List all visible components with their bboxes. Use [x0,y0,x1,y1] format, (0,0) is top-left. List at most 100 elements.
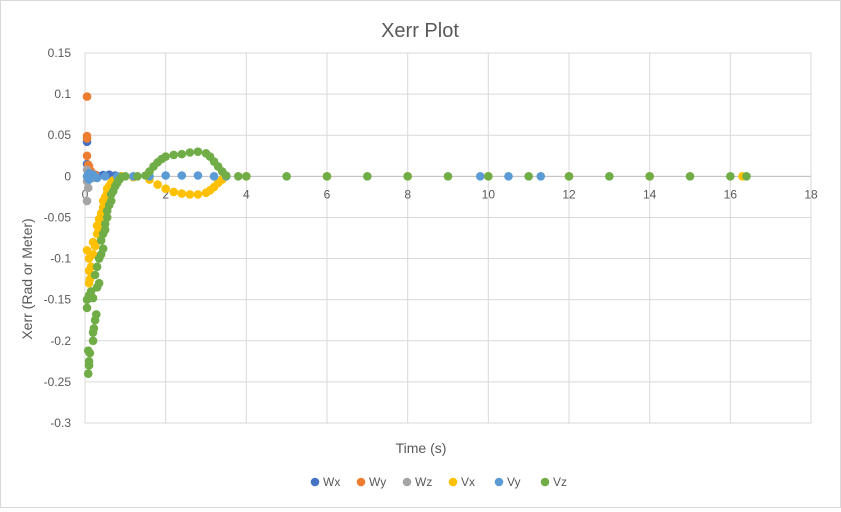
x-tick-label: 2 [162,187,169,201]
point-vz [169,150,179,160]
series-layer [82,92,751,378]
x-tick-label: 4 [243,187,250,201]
point-vz [100,219,110,229]
point-wy [82,134,92,143]
legend-marker-wz [402,477,412,487]
point-vx [153,180,162,189]
x-tick-label: 12 [562,187,576,201]
point-vz [88,293,98,303]
point-vz [86,287,96,296]
point-vz [177,149,187,159]
point-vx [90,241,100,251]
point-vz [242,172,251,181]
point-vz [82,303,92,313]
y-tick-label: -0.3 [50,416,71,430]
point-vz [85,348,95,358]
point-vz [98,244,108,253]
series-vz [82,147,751,378]
point-vz [84,357,94,366]
point-vz [443,172,453,181]
point-vz [193,147,203,156]
point-vx [86,262,96,272]
point-vz [233,172,243,181]
legend-marker-vy [494,477,504,487]
point-vz [90,270,100,280]
point-vz [605,172,614,181]
point-vz [363,172,372,181]
chart-title: Xerr Plot [381,20,459,42]
point-vz [403,172,412,181]
point-vz [91,310,101,319]
point-vx [185,190,195,199]
legend-label-vz: Vz [553,475,567,489]
y-axis-label: Xerr (Rad or Meter) [19,218,35,339]
point-vx [169,187,179,197]
y-tick-label: -0.15 [44,293,72,307]
legend-label-vx: Vx [461,475,475,489]
y-tick-label: -0.2 [50,334,71,348]
x-tick-label: 0 [82,187,89,201]
gridlines [84,52,812,424]
point-vy [100,172,110,181]
point-vz [121,172,130,181]
legend-label-wx: Wx [323,475,340,489]
point-wy [82,151,92,161]
y-tick-label: 0.15 [48,46,72,60]
y-tick-label: -0.05 [44,210,72,224]
legend-label-vy: Vy [507,475,521,489]
point-vy [504,172,513,181]
point-wz [83,183,93,193]
point-vx [84,278,94,288]
x-tick-label: 16 [724,187,738,201]
point-vz [645,172,654,181]
point-vy [92,173,102,183]
point-vy [193,171,203,180]
legend-label-wy: Wy [369,475,386,489]
point-vz [106,196,116,206]
point-vz [221,171,231,180]
point-vz [685,172,695,181]
point-vy [161,171,170,180]
point-wy [82,92,92,101]
point-vx [177,189,187,198]
legend-label-wz: Wz [415,475,432,489]
point-wz [82,196,92,206]
x-tick-label: 14 [643,187,657,201]
point-vz [102,213,112,222]
point-vz [96,236,106,245]
y-tick-label: -0.1 [50,252,71,266]
legend: Wx Wy Wz Vx Vy Vz [310,475,567,489]
point-vz [726,172,735,181]
point-vy [209,172,219,181]
point-vy [475,172,485,181]
point-vz [94,278,104,288]
x-tick-label: 10 [482,187,496,201]
point-vz [89,324,99,333]
legend-marker-vz [540,477,550,487]
point-vz [161,152,170,161]
point-vz [742,172,751,181]
y-tick-label: 0.05 [48,128,72,142]
axes: 0.15 0.1 0.05 0 -0.05 -0.1 -0.15 -0.2 -0.25 -0.3 0… [44,46,818,430]
y-tick-label: 0.1 [54,87,71,101]
x-tick-label: 8 [404,187,411,201]
point-vz [88,336,98,346]
legend-marker-vx [448,477,458,487]
point-vz [322,172,332,181]
point-vy [177,171,187,180]
point-vz [83,369,93,378]
point-vz [524,172,533,181]
point-vy [536,172,546,181]
point-vx [161,184,170,193]
point-vz [133,172,142,181]
point-vz [564,172,574,181]
x-tick-label: 6 [324,187,331,201]
point-vx [82,246,92,255]
y-tick-label: -0.25 [44,375,72,389]
legend-marker-wx [310,477,320,487]
x-axis-label: Time (s) [396,440,447,456]
point-vx [193,190,203,199]
x-tick-label: 18 [804,187,818,201]
